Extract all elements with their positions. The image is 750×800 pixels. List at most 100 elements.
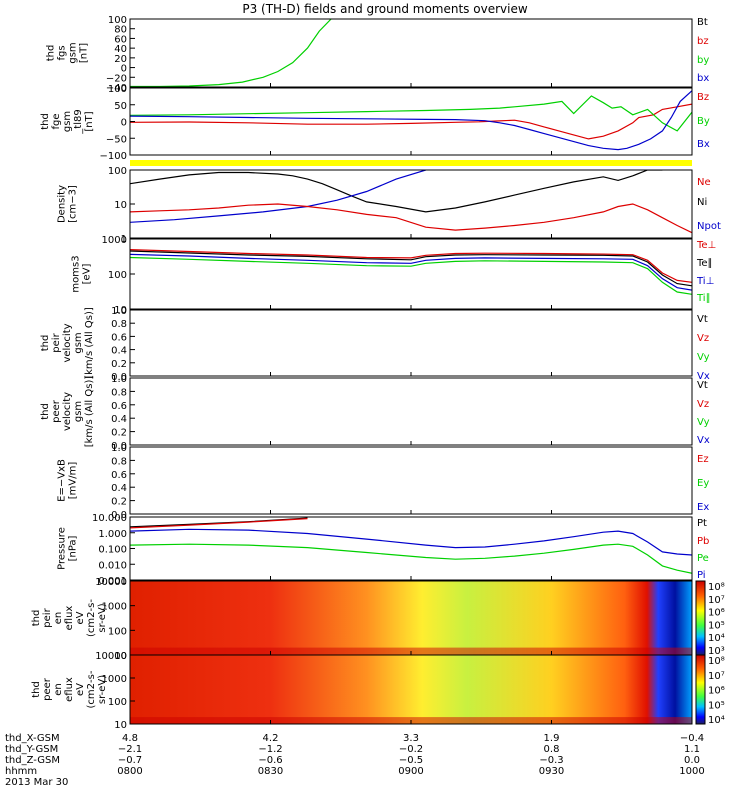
y-axis-label: moms3[eV] bbox=[71, 255, 93, 292]
y-axis-label-line: thd bbox=[46, 45, 57, 62]
legend-Vx: Vx bbox=[697, 435, 710, 446]
chart-title: P3 (TH-D) fields and ground moments over… bbox=[242, 2, 527, 16]
legend-Ti⊥: Ti⊥ bbox=[696, 276, 714, 287]
y-axis-label-line: gsm bbox=[73, 401, 84, 422]
y-axis-label-line: [km/s (All Qs)] bbox=[84, 376, 95, 448]
y-axis-label: E=−VxB[mV/m] bbox=[57, 459, 79, 502]
y-axis-label-line: peir bbox=[42, 607, 53, 627]
legend-Ne: Ne bbox=[697, 177, 711, 188]
y-tick-label: 80 bbox=[114, 25, 127, 36]
y-axis-label-line: fge bbox=[51, 113, 62, 129]
y-tick-label: 0.0 bbox=[111, 441, 127, 452]
x-axis-value: 0930 bbox=[539, 766, 564, 777]
colorbar-rect bbox=[695, 580, 706, 656]
y-axis-label-line: [nT] bbox=[84, 111, 95, 131]
y-axis-label-line: moms3 bbox=[71, 255, 82, 292]
panel-frame bbox=[129, 87, 693, 156]
y-tick-label: 10000 bbox=[95, 651, 127, 662]
y-axis-label-line: eflux bbox=[64, 677, 75, 702]
y-axis-label-line: gsm bbox=[62, 111, 73, 132]
y-tick-label: 1 bbox=[121, 234, 127, 245]
legend-Te⊥: Te⊥ bbox=[696, 240, 716, 251]
legend-Vt: Vt bbox=[697, 314, 708, 325]
y-tick-label: 0.0 bbox=[111, 372, 127, 383]
y-tick-label: −40 bbox=[106, 83, 127, 94]
series-by-line bbox=[130, 19, 332, 87]
y-tick-label: 1000 bbox=[102, 602, 127, 613]
panel-8: 10.0001.0000.1000.0100.001Pressure[nPa]P… bbox=[57, 513, 710, 587]
y-axis-label-line: E=−VxB bbox=[57, 459, 68, 502]
panel-2: 100 50 0 −50 −100 thdfgegsm_tl89[nT] Bz By Bx bbox=[40, 84, 710, 162]
colorbar-tick-label: 10⁸ bbox=[708, 582, 725, 593]
y-tick-label: 0.4 bbox=[111, 414, 127, 425]
y-tick-label: 0 bbox=[121, 64, 127, 75]
y-tick-label: 0.8 bbox=[111, 319, 127, 330]
legend-Ey: Ey bbox=[697, 478, 709, 489]
panel-frame bbox=[129, 446, 693, 515]
y-tick-label: 60 bbox=[114, 34, 127, 45]
panel-6: 1.0 0.8 0.6 0.4 0.2 0.0 thdpeervelocitygsm[km/… bbox=[40, 374, 710, 452]
x-axis-value: 4.8 bbox=[122, 733, 138, 744]
series-Te∥-line bbox=[130, 250, 692, 287]
y-axis-label-line: Pressure bbox=[57, 527, 68, 570]
legend-by: by bbox=[697, 55, 709, 66]
colorbar: 10⁸ 10⁷ 10⁶ 10⁵ 10⁴ bbox=[695, 654, 725, 726]
legend-Ti∥: Ti∥ bbox=[696, 293, 711, 304]
y-axis-label-line: thd bbox=[40, 403, 51, 420]
legend-Pe: Pe bbox=[697, 553, 709, 564]
x-axis-value: 0800 bbox=[117, 766, 142, 777]
y-axis-label-line: [nPa] bbox=[68, 535, 79, 561]
y-tick-label: 20 bbox=[114, 54, 127, 65]
legend-Pb: Pb bbox=[697, 536, 709, 547]
y-axis-label-line: Density bbox=[57, 185, 68, 223]
x-axis-row-label: hhmm bbox=[5, 766, 37, 777]
y-tick-label: 40 bbox=[114, 44, 127, 55]
x-axis-value: −0.3 bbox=[539, 755, 563, 766]
x-axis-value: −0.2 bbox=[399, 744, 423, 755]
y-tick-label: 0.0 bbox=[111, 510, 127, 521]
series-Bx-line bbox=[130, 90, 692, 151]
y-tick-label: 0.8 bbox=[111, 387, 127, 398]
y-axis-label-line: peir bbox=[51, 332, 62, 352]
y-tick-label: 10.000 bbox=[92, 513, 127, 524]
panel-5: 1.0 0.8 0.6 0.4 0.2 0.0 thdpeirvelocitygsm[km/… bbox=[40, 306, 710, 383]
series-Npot-line bbox=[130, 170, 426, 223]
legend-bx: bx bbox=[697, 73, 709, 84]
legend-Ez: Ez bbox=[697, 454, 709, 465]
x-axis-value: 1.9 bbox=[544, 733, 560, 744]
x-axis-value: 1.1 bbox=[684, 744, 700, 755]
x-axis-value: −1.2 bbox=[258, 744, 282, 755]
legend-Vx: Vx bbox=[697, 371, 710, 382]
legend-Bt: Bt bbox=[697, 17, 708, 28]
y-axis-label-line: gsm bbox=[68, 42, 79, 63]
coverage-bar bbox=[130, 160, 692, 166]
y-axis-label-line: peer bbox=[42, 677, 53, 701]
panel-frame bbox=[129, 377, 693, 446]
x-axis-value: 0.0 bbox=[684, 755, 700, 766]
series-Pi-line bbox=[130, 528, 692, 556]
y-tick-label: 1.0 bbox=[111, 306, 127, 317]
x-axis-value: −0.5 bbox=[399, 755, 423, 766]
colorbar-tick-label: 10⁴ bbox=[708, 633, 725, 644]
colorbar-rect bbox=[695, 654, 706, 725]
y-tick-label: 0.6 bbox=[111, 470, 127, 481]
x-axis-value: 0830 bbox=[258, 766, 283, 777]
series-Pb-line bbox=[130, 518, 308, 529]
legend-Vy: Vy bbox=[697, 417, 710, 428]
panel-frame bbox=[129, 516, 693, 581]
x-axis-value: 1000 bbox=[679, 766, 704, 777]
y-tick-label: 0.4 bbox=[111, 346, 127, 357]
legend-Npot: Npot bbox=[697, 221, 721, 232]
y-axis-label-line: eV bbox=[75, 611, 86, 624]
x-axis-value: −0.4 bbox=[680, 733, 704, 744]
y-tick-label: 0.2 bbox=[111, 428, 127, 439]
y-tick-label: −20 bbox=[106, 73, 127, 84]
legend-Ni: Ni bbox=[697, 197, 707, 208]
x-axis-value: −0.6 bbox=[258, 755, 282, 766]
y-axis-label: thdpeirenefluxeV(cm2-s-sr-eV) bbox=[31, 599, 108, 637]
series-Pt-line bbox=[130, 517, 308, 528]
y-axis-label-line: en bbox=[53, 612, 64, 625]
colorbar-tick-label: 10⁶ bbox=[708, 686, 725, 697]
